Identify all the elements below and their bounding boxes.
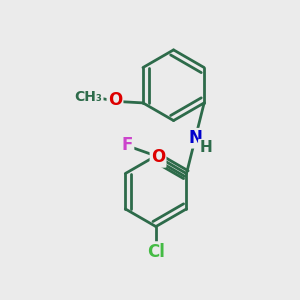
Text: N: N <box>188 129 202 147</box>
Text: Cl: Cl <box>147 243 165 261</box>
Text: H: H <box>199 140 212 155</box>
Text: F: F <box>122 136 133 154</box>
Text: CH₃: CH₃ <box>74 90 102 104</box>
Text: O: O <box>151 148 165 166</box>
Text: O: O <box>108 91 122 109</box>
